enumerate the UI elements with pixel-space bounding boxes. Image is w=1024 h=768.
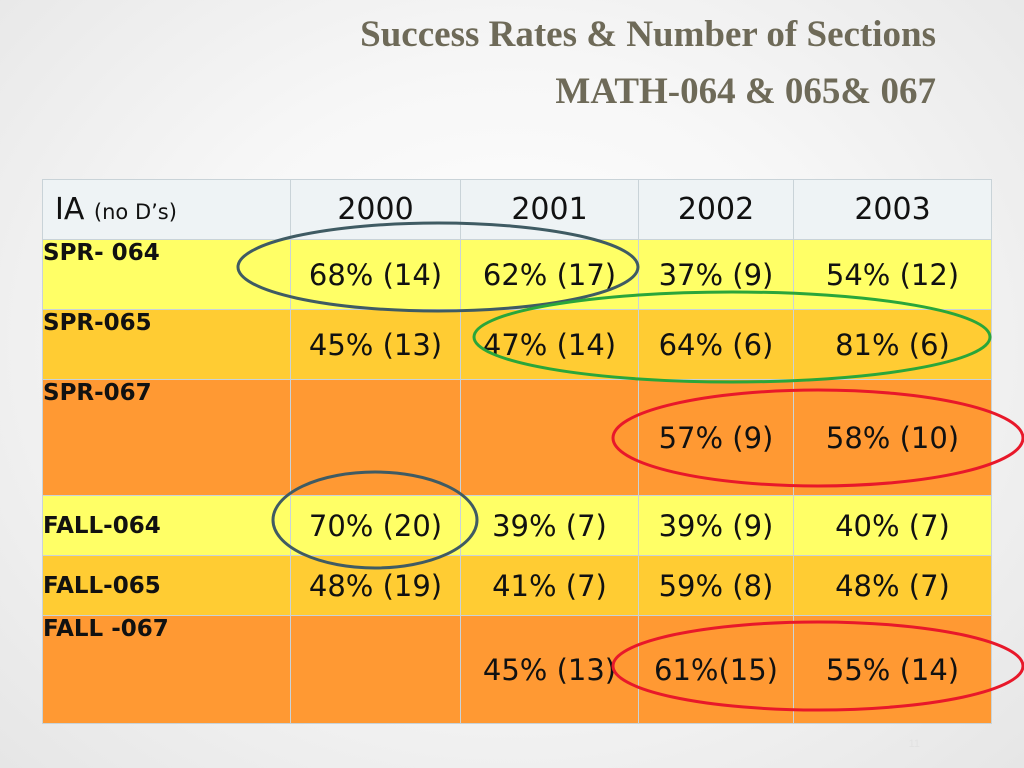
table-row: FALL-064 70% (20) 39% (7) 39% (9) 40% (7… (42, 495, 992, 556)
table-cell: 54% (12) (793, 239, 992, 310)
table-cell: 81% (6) (793, 309, 992, 380)
table-cell: 37% (9) (638, 239, 794, 310)
table-row: FALL -067 45% (13) 61%(15) 55% (14) (42, 615, 992, 724)
table-cell: 45% (13) (290, 309, 461, 380)
corner-header: IA (no D’s) (42, 179, 291, 240)
table-cell: 62% (17) (460, 239, 639, 310)
table-cell: 61%(15) (638, 615, 794, 724)
table-cell: 68% (14) (290, 239, 461, 310)
column-header-2000: 2000 (290, 179, 461, 240)
table-cell: 39% (9) (638, 495, 794, 556)
table-cell: 70% (20) (290, 495, 461, 556)
table-cell (460, 379, 639, 496)
row-label: SPR-065 (42, 309, 291, 380)
table-cell: 39% (7) (460, 495, 639, 556)
column-header-2002: 2002 (638, 179, 794, 240)
table-cell: 64% (6) (638, 309, 794, 380)
table-cell: 41% (7) (460, 555, 639, 616)
table-cell: 47% (14) (460, 309, 639, 380)
table-cell: 48% (7) (793, 555, 992, 616)
table-cell: 59% (8) (638, 555, 794, 616)
table-cell: 57% (9) (638, 379, 794, 496)
column-header-2003: 2003 (793, 179, 992, 240)
row-label: FALL-064 (42, 495, 291, 556)
column-header-2001: 2001 (460, 179, 639, 240)
table-cell: 58% (10) (793, 379, 992, 496)
row-label: SPR- 064 (42, 239, 291, 310)
table-row: SPR-067 57% (9) 58% (10) (42, 379, 992, 496)
row-label: FALL-065 (42, 555, 291, 616)
slide-title-line1: Success Rates & Number of Sections (360, 14, 936, 55)
table-cell (290, 379, 461, 496)
page-number: 11 (908, 738, 920, 750)
table-row: FALL-065 48% (19) 41% (7) 59% (8) 48% (7… (42, 555, 992, 616)
corner-header-main: IA (55, 192, 85, 227)
table-row: SPR-065 45% (13) 47% (14) 64% (6) 81% (6… (42, 309, 992, 380)
header-row: IA (no D’s) 2000 2001 2002 2003 (42, 179, 992, 240)
corner-header-sub: (no D’s) (93, 200, 177, 224)
row-label: FALL -067 (42, 615, 291, 724)
table-cell: 48% (19) (290, 555, 461, 616)
success-rates-table: IA (no D’s) 2000 2001 2002 2003 SPR- 064… (42, 179, 992, 724)
table-cell (290, 615, 461, 724)
slide-title-line2: MATH-064 & 065& 067 (555, 71, 936, 112)
row-label: SPR-067 (42, 379, 291, 496)
table-cell: 45% (13) (460, 615, 639, 724)
table-cell: 40% (7) (793, 495, 992, 556)
table-cell: 55% (14) (793, 615, 992, 724)
table-row: SPR- 064 68% (14) 62% (17) 37% (9) 54% (… (42, 239, 992, 310)
